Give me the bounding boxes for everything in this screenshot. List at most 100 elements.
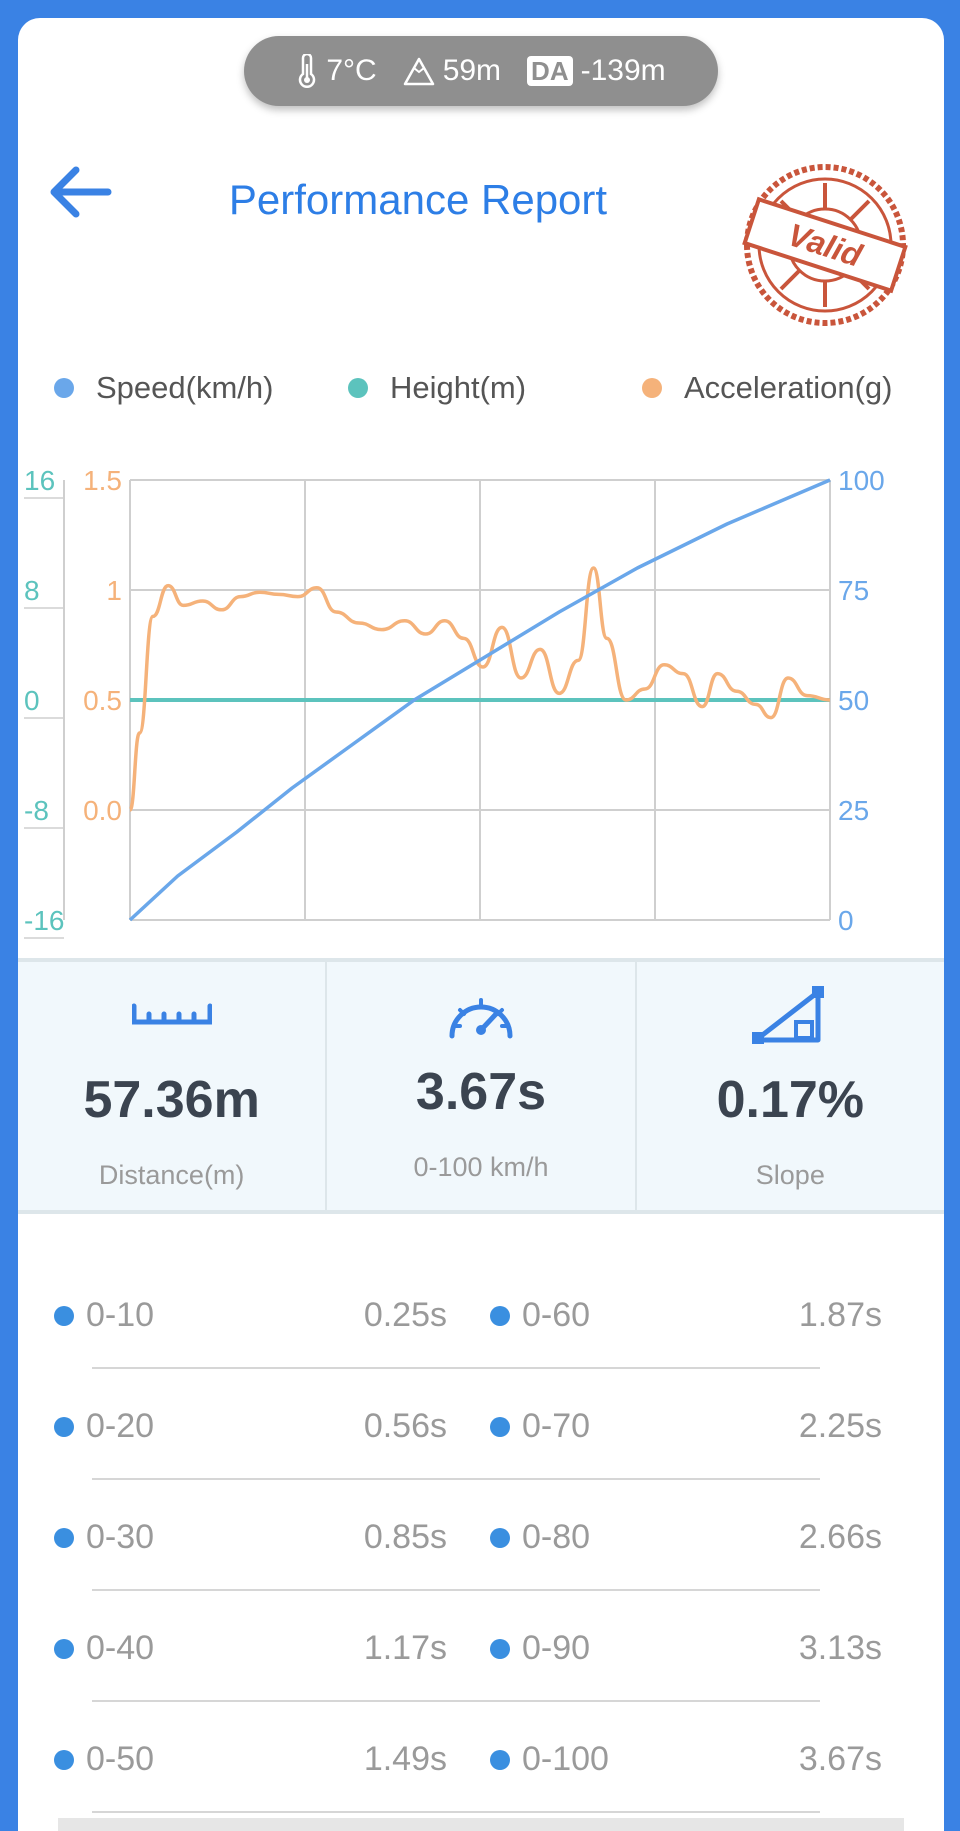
speed-tick-label: 25 <box>838 795 869 826</box>
split-time: 1.49s <box>363 1740 447 1778</box>
table-row: 0-40 1.17s 0-90 3.13s <box>18 1591 944 1702</box>
acceleration-tick-label: 0.5 <box>83 685 122 716</box>
mountain-icon <box>403 56 435 86</box>
split-time: 2.66s <box>798 1518 882 1556</box>
split-time: 1.87s <box>798 1296 882 1334</box>
stat-value: 0.17% <box>716 1071 865 1129</box>
bullet-icon <box>490 1416 510 1437</box>
split-range-label: 0-80 <box>522 1518 591 1556</box>
split-range: 0-40 <box>54 1629 154 1668</box>
density-altitude-badge: DA <box>527 56 573 86</box>
speedometer-icon <box>446 992 516 1047</box>
legend-height[interactable]: Height(m) <box>348 370 526 406</box>
split-time: 0.56s <box>363 1407 447 1445</box>
stat-value: 3.67s <box>415 1063 547 1121</box>
bullet-icon <box>54 1527 74 1548</box>
stat-0-100: 3.67s 0-100 km/h <box>325 962 634 1210</box>
row-divider <box>92 1478 820 1480</box>
stat-label: Slope <box>755 1160 825 1190</box>
thermometer-icon <box>296 54 318 88</box>
split-time: 1.17s <box>363 1629 447 1667</box>
split-range-label: 0-50 <box>86 1740 155 1778</box>
row-divider <box>92 1700 820 1702</box>
height-tick-label: -16 <box>24 905 64 936</box>
legend-label: Height(m) <box>390 370 527 405</box>
table-row: 0-30 0.85s 0-80 2.66s <box>18 1480 944 1591</box>
legend-label: Acceleration(g) <box>684 370 893 405</box>
bullet-icon <box>54 1416 74 1437</box>
split-range: 0-90 <box>490 1629 590 1668</box>
row-divider <box>92 1811 820 1813</box>
temperature-item: 7°C <box>296 54 377 88</box>
split-range-label: 0-10 <box>86 1296 155 1334</box>
table-row: 0-50 1.49s 0-100 3.67s <box>18 1702 944 1813</box>
split-range: 0-60 <box>490 1296 590 1335</box>
conditions-pill: 7°C 59m DA -139m <box>244 36 718 106</box>
split-range: 0-100 <box>490 1740 609 1779</box>
row-divider <box>92 1589 820 1591</box>
split-range-label: 0-60 <box>522 1296 591 1334</box>
table-row: 0-10 0.25s 0-60 1.87s <box>18 1258 944 1369</box>
acceleration-tick-label: 1 <box>106 575 122 606</box>
ruler-icon <box>131 992 213 1037</box>
speed-tick-label: 100 <box>838 465 885 496</box>
split-range: 0-20 <box>54 1407 154 1446</box>
legend-label: Speed(km/h) <box>96 370 274 405</box>
bullet-icon <box>54 1749 74 1770</box>
altitude-item: 59m <box>403 54 501 88</box>
bullet-icon <box>490 1638 510 1659</box>
split-range-label: 0-40 <box>86 1629 155 1667</box>
bottom-scroll-bar <box>58 1818 904 1831</box>
height-tick-label: -8 <box>24 795 49 826</box>
acceleration-tick-label: 1.5 <box>83 465 122 496</box>
split-time: 0.85s <box>363 1518 447 1556</box>
stat-label: Distance(m) <box>98 1160 245 1190</box>
split-range-label: 0-100 <box>522 1740 609 1778</box>
bullet-icon <box>490 1527 510 1548</box>
table-row: 0-20 0.56s 0-70 2.25s <box>18 1369 944 1480</box>
legend-acceleration[interactable]: Acceleration(g) <box>642 370 892 406</box>
density-altitude-item: DA -139m <box>527 54 666 88</box>
acceleration-tick-label: 0.0 <box>83 795 122 826</box>
page-title: Performance Report <box>228 176 608 223</box>
stat-distance: 57.36m Distance(m) <box>18 962 325 1210</box>
speed-tick-label: 75 <box>838 575 869 606</box>
legend-dot <box>642 378 662 398</box>
split-time: 3.67s <box>798 1740 882 1778</box>
bullet-icon <box>490 1749 510 1770</box>
split-range: 0-70 <box>490 1407 590 1446</box>
summary-stats: 57.36m Distance(m) 3.67s 0-100 km/h 0.17… <box>18 958 944 1214</box>
arrow-left-icon <box>50 166 112 218</box>
altitude-value: 59m <box>442 54 502 87</box>
speed-tick-label: 50 <box>838 685 869 716</box>
split-times-table: 0-10 0.25s 0-60 1.87s 0-20 0.56s 0-70 2.… <box>18 1258 944 1813</box>
stat-label: 0-100 km/h <box>413 1152 549 1182</box>
bullet-icon <box>54 1638 74 1659</box>
split-time: 3.13s <box>798 1629 882 1667</box>
height-tick-label: 0 <box>24 685 40 716</box>
split-range-label: 0-70 <box>522 1407 591 1445</box>
valid-stamp-icon: Valid <box>730 150 920 340</box>
height-tick-label: 16 <box>24 465 55 496</box>
series-line-speedkmh <box>128 478 831 922</box>
stat-slope: 0.17% Slope <box>634 962 944 1210</box>
split-range: 0-80 <box>490 1518 590 1557</box>
split-time: 0.25s <box>363 1296 447 1334</box>
back-button[interactable] <box>42 158 118 226</box>
chart-legend: Speed(km/h) Height(m) Acceleration(g) <box>18 370 944 410</box>
stat-value: 57.36m <box>83 1071 260 1129</box>
split-range-label: 0-20 <box>86 1407 155 1445</box>
height-tick-label: 8 <box>24 575 40 606</box>
legend-speed[interactable]: Speed(km/h) <box>54 370 273 406</box>
split-range: 0-30 <box>54 1518 154 1557</box>
split-time: 2.25s <box>798 1407 882 1445</box>
series-line-accelerationg <box>128 566 831 812</box>
bullet-icon <box>490 1305 510 1326</box>
performance-chart: 16 8 0 -8 -16 1.5 1 0.5 0.0 100 75 50 25 0 <box>24 465 885 939</box>
split-range: 0-50 <box>54 1740 154 1779</box>
split-range-label: 0-90 <box>522 1629 591 1667</box>
slope-icon <box>752 986 828 1051</box>
bullet-icon <box>54 1305 74 1326</box>
speed-tick-label: 0 <box>838 905 854 936</box>
report-card: 7°C 59m DA -139m Performance Report <box>18 18 944 1831</box>
